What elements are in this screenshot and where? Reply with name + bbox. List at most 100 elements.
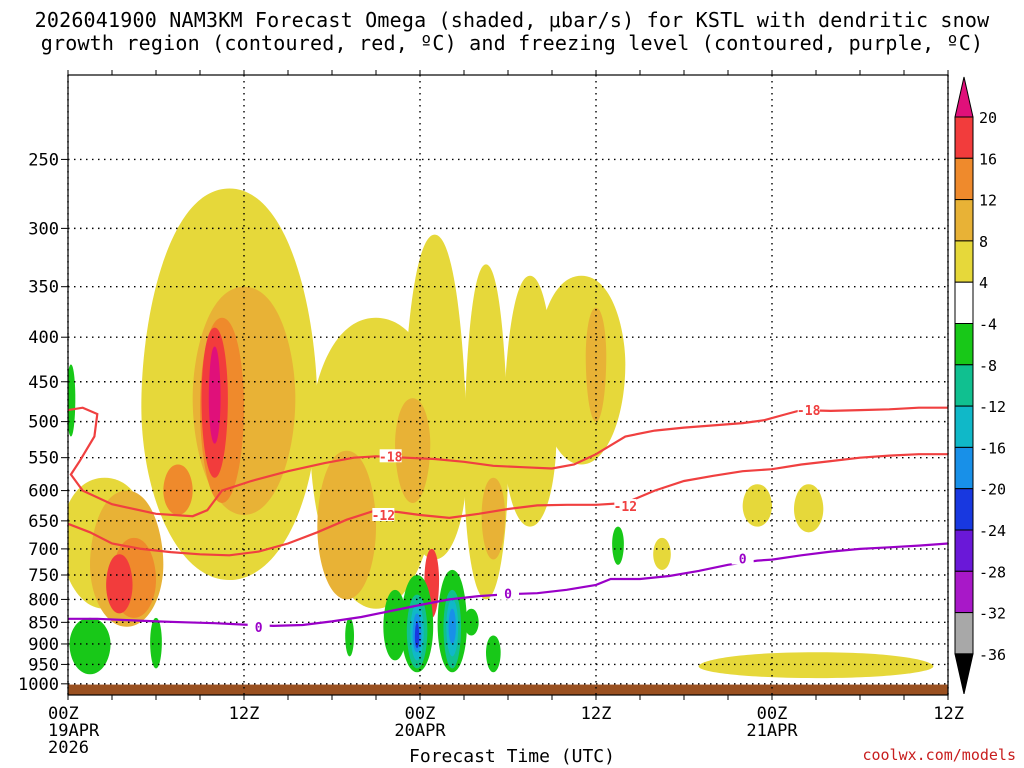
contour-label-dgz-minus18-0: -18 xyxy=(379,450,403,465)
x-tick-label-24-0: 00Z xyxy=(405,704,436,724)
y-tick-label-300: 300 xyxy=(28,219,59,239)
ground-band xyxy=(68,684,948,695)
colorbar-label-1: 16 xyxy=(979,150,997,168)
x-tick-label-60-0: 12Z xyxy=(933,704,964,724)
omega-shaded-region-40 xyxy=(414,622,420,649)
colorbar-arrow-top xyxy=(954,76,974,118)
contour-freezing-level xyxy=(68,542,948,628)
chart-title-line-2: growth region (contoured, red, ºC) and f… xyxy=(40,31,984,55)
omega-shaded-region-8 xyxy=(742,484,772,527)
x-tick-label-48-1: 21APR xyxy=(746,721,798,741)
contours: -12 -12 -18 -18 0 0 0 xyxy=(68,403,948,636)
omega-shading xyxy=(68,188,934,679)
omega-shaded-region-30 xyxy=(68,364,76,437)
omega-shaded-region-10 xyxy=(653,537,671,570)
colorbar-label-2: 12 xyxy=(979,192,997,210)
omega-shaded-region-9 xyxy=(794,484,824,533)
omega-shaded-region-39 xyxy=(448,608,456,644)
colorbar-label-5: -4 xyxy=(979,316,997,334)
x-tick-label-12-0: 12Z xyxy=(229,704,260,724)
contour-label-dgz-minus18-1: -18 xyxy=(797,404,821,419)
colorbar-label-3: 8 xyxy=(979,233,988,251)
x-tick-label-36-0: 12Z xyxy=(581,704,612,724)
omega-shaded-region-28 xyxy=(150,617,162,669)
colorbar-bin-10 xyxy=(954,488,974,531)
colorbar-bin-2 xyxy=(954,157,974,201)
omega-shaded-region-6 xyxy=(503,275,557,527)
contour-dgz-minus12 xyxy=(68,453,948,557)
colorbar-label-4: 4 xyxy=(979,274,988,292)
omega-shaded-region-15 xyxy=(481,477,506,560)
colorbar-bin-13 xyxy=(954,612,974,655)
y-tick-label-600: 600 xyxy=(28,482,59,502)
y-tick-label-950: 950 xyxy=(28,655,59,675)
y-tick-label-850: 850 xyxy=(28,613,59,633)
axes: 2503003504004505005506006507007508008509… xyxy=(18,70,964,758)
y-tick-label-550: 550 xyxy=(28,449,59,469)
colorbar-arrow-bottom xyxy=(954,653,974,695)
y-tick-label-650: 650 xyxy=(28,512,59,532)
omega-shaded-region-19 xyxy=(163,464,193,515)
omega-shaded-region-21 xyxy=(106,554,133,614)
colorbar-label-7: -12 xyxy=(979,398,1006,416)
x-tick-label-0-1: 19APR xyxy=(48,721,100,741)
colorbar-bin-5 xyxy=(954,281,974,325)
contour-label-bg-dgz-minus18-1 xyxy=(797,403,820,417)
colorbar-label-10: -24 xyxy=(979,522,1006,540)
x-axis-label: Forecast Time (UTC) xyxy=(409,746,615,767)
omega-shaded-region-23 xyxy=(208,346,221,444)
y-tick-label-500: 500 xyxy=(28,413,59,433)
omega-shaded-region-2 xyxy=(402,234,467,560)
colorbar-bin-1 xyxy=(954,116,974,159)
colorbar-label-11: -28 xyxy=(979,563,1006,581)
contour-label-bg-dgz-minus18-0 xyxy=(379,449,402,463)
y-tick-label-750: 750 xyxy=(28,566,59,586)
contour-label-bg-dgz-minus12-0 xyxy=(372,507,395,521)
colorbar: 20 16 12 8 4 -4 -8 -12 -16 -20 -24 -28 -32 -36 xyxy=(954,76,1006,695)
contour-label-bg-freezing-level-0 xyxy=(247,619,270,633)
contour-label-bg-freezing-level-2 xyxy=(731,551,754,565)
contour-label-dgz-minus12-1: -12 xyxy=(614,500,637,515)
site-credit: coolwx.com/models xyxy=(862,746,1016,764)
colorbar-bin-6 xyxy=(954,323,974,366)
contour-label-freezing-level-1: 0 xyxy=(504,588,512,603)
contour-dgz-minus18 xyxy=(68,406,948,518)
omega-shaded-region-13 xyxy=(317,450,376,600)
colorbar-label-9: -20 xyxy=(979,481,1006,499)
omega-shaded-region-16 xyxy=(585,307,607,422)
pressure-gridlines xyxy=(67,75,949,695)
omega-shaded-region-14 xyxy=(395,398,431,503)
y-tick-label-900: 900 xyxy=(28,635,59,655)
y-tick-label-450: 450 xyxy=(28,373,59,393)
x-tick-label-24-1: 20APR xyxy=(394,721,446,741)
colorbar-label-13: -36 xyxy=(979,646,1006,664)
y-tick-label-800: 800 xyxy=(28,590,59,610)
y-tick-label-250: 250 xyxy=(28,150,59,170)
x-tick-label-48-0: 00Z xyxy=(757,704,788,724)
omega-shaded-region-7 xyxy=(698,652,934,679)
colorbar-bin-11 xyxy=(954,529,974,572)
contour-label-dgz-minus12-0: -12 xyxy=(372,509,395,524)
x-tick-label-0-0: 00Z xyxy=(48,704,79,724)
x-tick-label-0-2: 2026 xyxy=(48,738,89,758)
contour-label-freezing-level-2: 0 xyxy=(739,552,747,567)
omega-shaded-region-33 xyxy=(486,635,501,673)
y-tick-label-700: 700 xyxy=(28,540,59,560)
omega-shaded-region-29 xyxy=(345,617,354,657)
chart-title-line-1: 2026041900 NAM3KM Forecast Omega (shaded… xyxy=(34,8,990,32)
colorbar-label-12: -32 xyxy=(979,605,1006,623)
omega-shaded-region-27 xyxy=(69,617,111,675)
colorbar-label-0: 20 xyxy=(979,109,997,127)
colorbar-label-6: -8 xyxy=(979,357,997,375)
contour-label-bg-dgz-minus12-1 xyxy=(614,499,637,513)
colorbar-bin-4 xyxy=(954,240,974,283)
ground-layer xyxy=(68,684,948,695)
colorbar-bin-7 xyxy=(954,364,974,407)
colorbar-bin-3 xyxy=(954,199,974,242)
colorbar-bin-12 xyxy=(954,570,974,614)
contour-label-bg-freezing-level-1 xyxy=(497,586,519,600)
y-tick-label-350: 350 xyxy=(28,278,59,298)
omega-shaded-region-26 xyxy=(383,589,407,661)
omega-shaded-region-31 xyxy=(612,526,624,565)
